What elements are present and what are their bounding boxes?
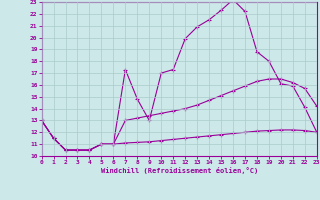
X-axis label: Windchill (Refroidissement éolien,°C): Windchill (Refroidissement éolien,°C)	[100, 167, 258, 174]
